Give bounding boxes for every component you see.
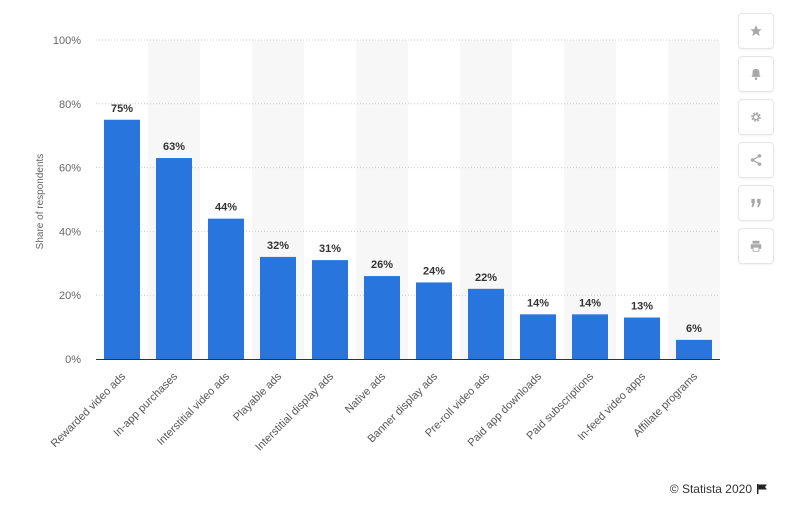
y-tick-label: 100%: [53, 35, 81, 47]
cite-button[interactable]: [738, 185, 774, 221]
background-band: [668, 40, 720, 359]
y-tick-label: 80%: [59, 99, 81, 111]
bar[interactable]: [624, 317, 660, 359]
gear-icon: [751, 112, 761, 122]
quote-icon: [751, 198, 761, 208]
bar-layer: [104, 119, 712, 359]
sidebar: [738, 13, 774, 264]
bar[interactable]: [104, 119, 140, 359]
y-tick-label: 20%: [59, 290, 81, 302]
data-label: 32%: [267, 240, 289, 252]
bar[interactable]: [676, 339, 712, 359]
x-tick-label: Rewarded video ads: [49, 370, 129, 450]
y-tick-label: 40%: [59, 226, 81, 238]
bar[interactable]: [572, 314, 608, 359]
share-icon: [750, 154, 762, 166]
share-button[interactable]: [738, 142, 774, 178]
data-label: 75%: [111, 103, 133, 115]
bar[interactable]: [312, 260, 348, 359]
y-tick-label: 0%: [65, 354, 81, 366]
x-tick-label: Playable ads: [231, 370, 284, 423]
data-label: 13%: [631, 301, 653, 313]
grid-layer: [96, 39, 720, 360]
star-icon: [750, 25, 762, 37]
bar[interactable]: [156, 158, 192, 359]
data-label: 44%: [215, 202, 237, 214]
print-icon: [750, 240, 762, 252]
print-button[interactable]: [738, 228, 774, 264]
bar[interactable]: [260, 256, 296, 359]
flag-icon: [757, 484, 767, 494]
data-label: 31%: [319, 243, 341, 255]
bell-icon: [751, 68, 761, 80]
notification-button[interactable]: [738, 56, 774, 92]
y-tick-label: 60%: [59, 163, 81, 175]
credit-text: © Statista 2020: [669, 482, 752, 496]
data-label: 6%: [686, 323, 702, 335]
bar[interactable]: [364, 276, 400, 359]
data-label: 14%: [579, 297, 601, 309]
y-axis-title: Share of respondents: [35, 154, 46, 250]
x-tick-label: Native ads: [343, 370, 389, 416]
data-label: 22%: [475, 272, 497, 284]
bar[interactable]: [208, 218, 244, 359]
data-label: 24%: [423, 265, 445, 277]
settings-button[interactable]: [738, 99, 774, 135]
data-label: 26%: [371, 259, 393, 271]
data-label: 63%: [163, 141, 185, 153]
bar[interactable]: [416, 282, 452, 359]
background-band: [564, 40, 616, 359]
bar[interactable]: [468, 288, 504, 359]
band-layer: [148, 40, 720, 359]
bar[interactable]: [520, 314, 556, 359]
favorite-button[interactable]: [738, 13, 774, 49]
data-label: 14%: [527, 297, 549, 309]
statista-credit[interactable]: © Statista 2020: [670, 482, 768, 496]
